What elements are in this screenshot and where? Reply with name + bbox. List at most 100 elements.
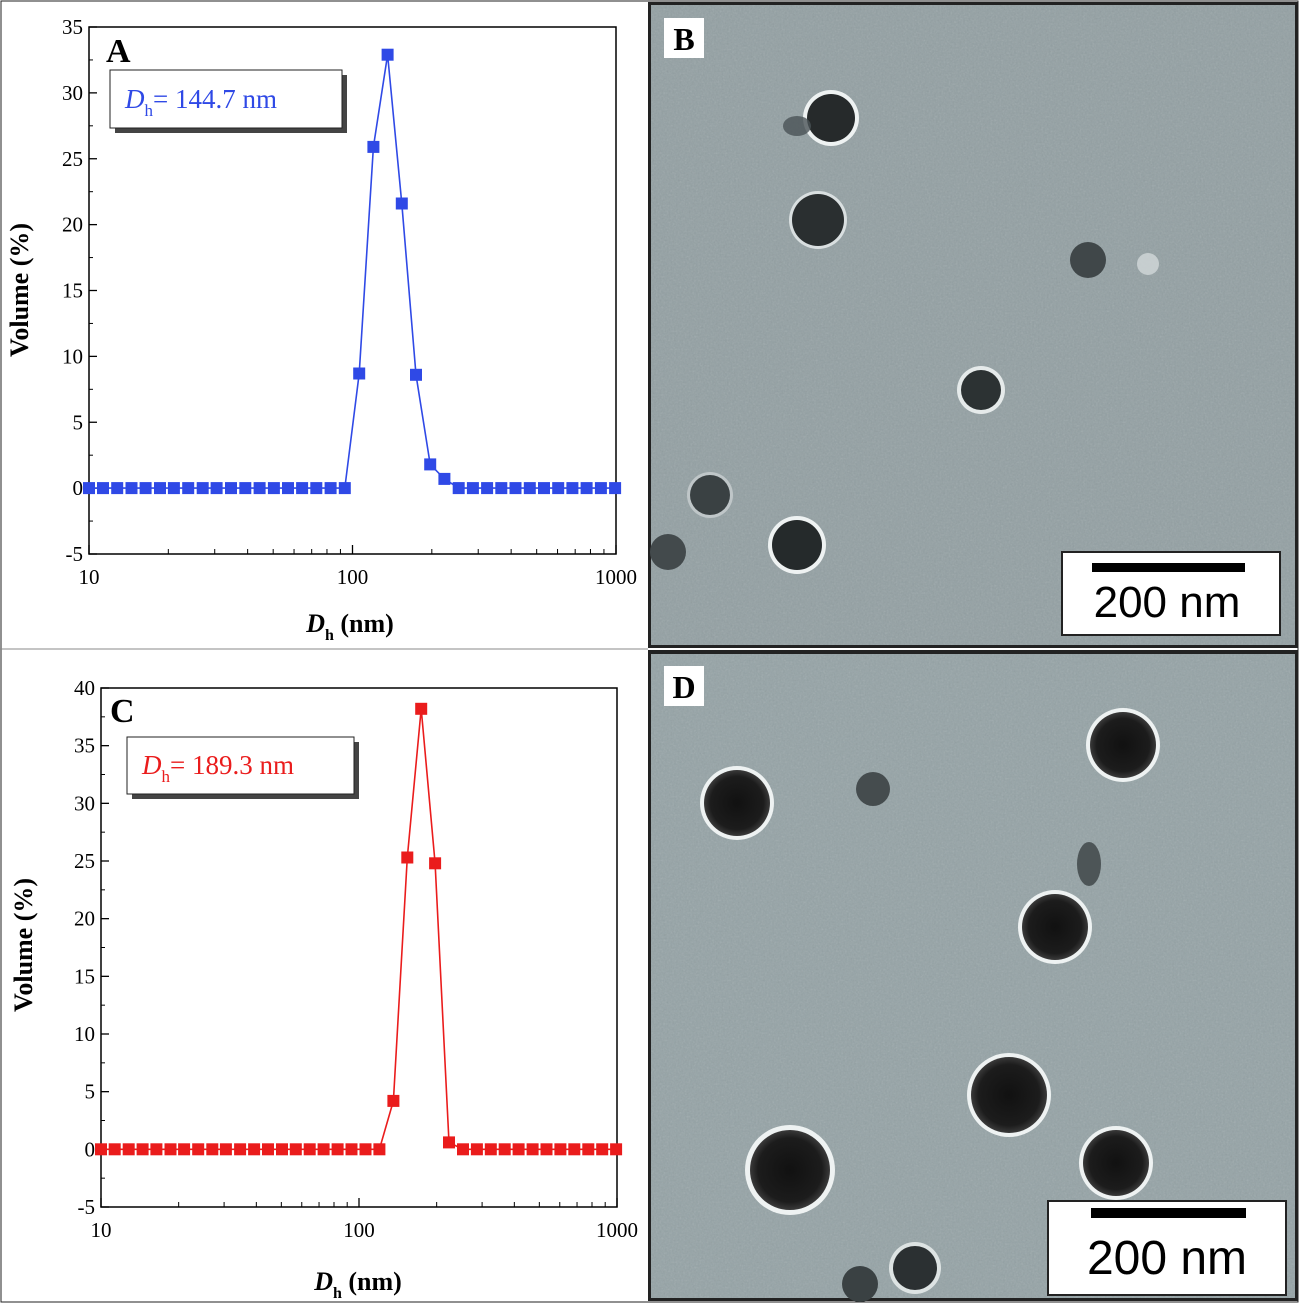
data-point [594,482,607,495]
data-point [609,482,622,495]
data-point [282,482,294,495]
data-point [373,1143,386,1156]
data-point [303,1143,316,1156]
particle [750,1130,830,1210]
data-point [219,1143,232,1156]
particle [971,1057,1047,1133]
particle [783,116,811,136]
particle [704,770,770,836]
data-point [424,458,437,471]
data-point [253,482,266,495]
data-point [136,1143,149,1156]
data-point [296,482,309,495]
data-point [167,482,180,495]
data-point [466,482,479,495]
x-tick-label: 10 [91,1218,112,1242]
particle [1137,253,1159,275]
data-point [125,482,138,495]
y-axis-label-c: Volume (%) [9,878,38,1012]
data-point [580,482,593,495]
data-point [509,482,522,495]
y-tick-label: 20 [62,213,83,237]
x-ticks-c: 10 100 1000 [91,1198,638,1242]
data-point [178,1143,191,1156]
particle [961,370,1001,410]
data-point [192,1143,205,1156]
data-point [210,482,223,495]
panel-letter-d: D [672,669,695,705]
particle [856,772,890,806]
data-point [234,1143,247,1156]
y-tick-label: 25 [62,147,83,171]
y-tick-label: 5 [73,410,84,434]
annotation-box-c: Dh= 189.3 nm [126,736,359,799]
data-point [596,1143,609,1156]
data-point [95,1143,107,1156]
data-point [484,1143,497,1156]
data-point [540,1143,553,1156]
data-point [538,482,550,495]
annotation-text-c: = 189.3 nm [170,750,294,780]
data-point [196,482,209,495]
panel-letter-a: A [106,33,131,70]
data-point [276,1143,288,1156]
data-point [108,1143,121,1156]
data-point [415,702,428,715]
panel-letter-box-d [664,666,704,706]
y-tick-label: 20 [74,907,95,931]
particle [772,520,822,570]
data-point [481,482,494,495]
scale-bar-line-b [1092,563,1245,572]
y-tick-label: 30 [62,81,83,105]
data-point [225,482,237,495]
y-tick-label: 30 [74,791,95,815]
tem-image-d: 200 nm D [648,650,1298,1302]
data-point [150,1143,163,1156]
svg-text:Dh= 189.3 nm: Dh= 189.3 nm [141,750,294,786]
x-axis-label-c: Dh (nm) [313,1267,402,1302]
data-point [568,1143,581,1156]
y-tick-label: 15 [62,279,83,303]
particle [690,475,730,515]
annotation-symbol-c: D [141,750,162,780]
y-tick-label: 35 [62,15,83,39]
data-point [429,857,442,870]
data-point [395,197,408,210]
particle [1077,842,1101,886]
particle [1083,1130,1149,1196]
particles-d [700,708,1160,1302]
data-point [122,1143,135,1156]
data-point [495,482,508,495]
data-point [83,482,95,495]
data-point [310,482,323,495]
panel-letter-b: B [673,21,694,57]
tem-image-b: 200 nm B [648,2,1298,648]
series-c [95,702,623,1156]
annotation-text-a: = 144.7 nm [153,84,277,114]
data-point [182,482,195,495]
data-point [239,482,252,495]
x-tick-label: 100 [343,1218,375,1242]
data-point [154,482,166,495]
scale-bar-label-d: 200 nm [1087,1232,1247,1285]
data-point [470,1143,483,1156]
annotation-symbol-a: D [124,84,145,114]
x-tick-label: 100 [337,565,369,589]
data-point [367,140,380,153]
data-point [267,482,280,495]
particle [893,1246,937,1290]
data-point [97,482,109,495]
data-point [582,1143,595,1156]
scale-bar-d: 200 nm [1047,1200,1287,1296]
annotation-box-a: Dh= 144.7 nm [109,69,347,133]
data-point [438,472,451,485]
data-point [512,1143,525,1156]
data-point [289,1143,302,1156]
data-point [317,1143,330,1156]
particle [1090,712,1156,778]
scale-bar-label-b: 200 nm [1094,578,1241,627]
y-axis-label-a: Volume (%) [5,223,34,357]
annotation-subscript-a: h [145,101,154,120]
y-tick-label: 15 [74,964,95,988]
